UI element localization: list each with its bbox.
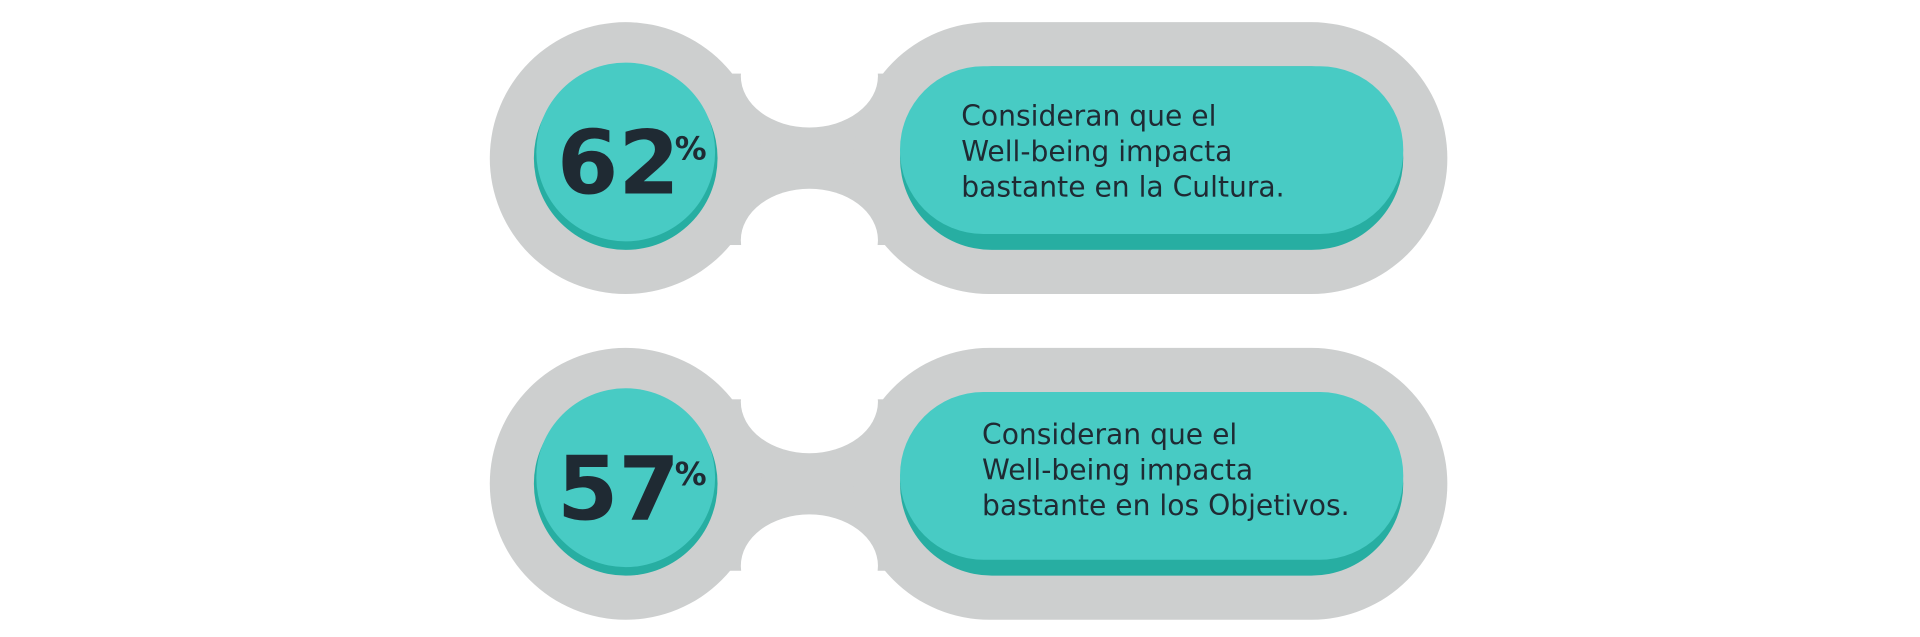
- percent-value: 57: [557, 437, 680, 540]
- description-line: Consideran que el: [982, 418, 1237, 451]
- percent-symbol: %: [675, 129, 707, 167]
- notch: [740, 24, 878, 128]
- description-line: Well-being impacta: [982, 454, 1253, 487]
- percent-value: 62: [557, 112, 680, 215]
- description-line: bastante en los Objetivos.: [982, 489, 1350, 522]
- notch: [740, 188, 878, 292]
- description-line: Well-being impacta: [961, 135, 1232, 168]
- inner-pill: [900, 66, 1404, 235]
- inner-circle: [536, 62, 716, 242]
- inner-pill: [900, 391, 1404, 560]
- notch: [740, 350, 878, 454]
- description-line: Consideran que el: [961, 100, 1216, 133]
- description-line: bastante en la Cultura.: [961, 171, 1284, 204]
- inner-circle: [536, 388, 716, 568]
- notch: [740, 514, 878, 618]
- percent-symbol: %: [675, 455, 707, 493]
